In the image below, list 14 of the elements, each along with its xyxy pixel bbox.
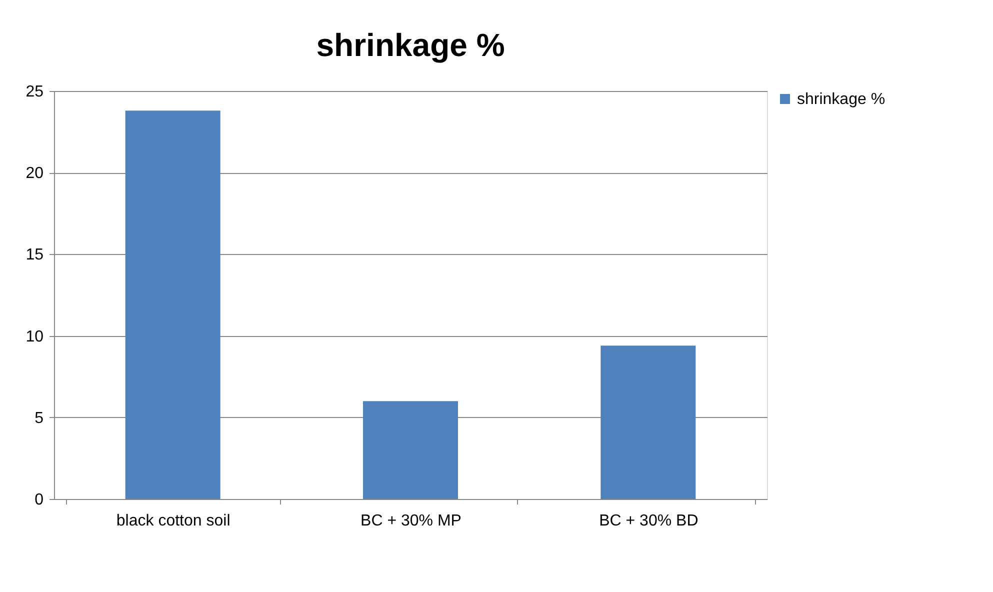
y-tick-label: 0 — [34, 492, 44, 508]
legend-label: shrinkage % — [797, 91, 886, 108]
x-tick-label: black cotton soil — [116, 512, 230, 530]
chart-title: shrinkage % — [316, 27, 505, 63]
y-tick-label: 15 — [26, 246, 44, 264]
y-tick-label: 20 — [26, 165, 44, 182]
x-tick-label: BC + 30% BD — [599, 512, 698, 530]
x-tick-label: BC + 30% MP — [360, 512, 462, 530]
bar — [363, 401, 458, 499]
bar — [125, 110, 220, 499]
y-tick-label: 5 — [34, 410, 44, 427]
bar — [600, 346, 696, 499]
y-tick-label: 25 — [26, 84, 44, 100]
y-tick-label: 10 — [26, 328, 44, 346]
